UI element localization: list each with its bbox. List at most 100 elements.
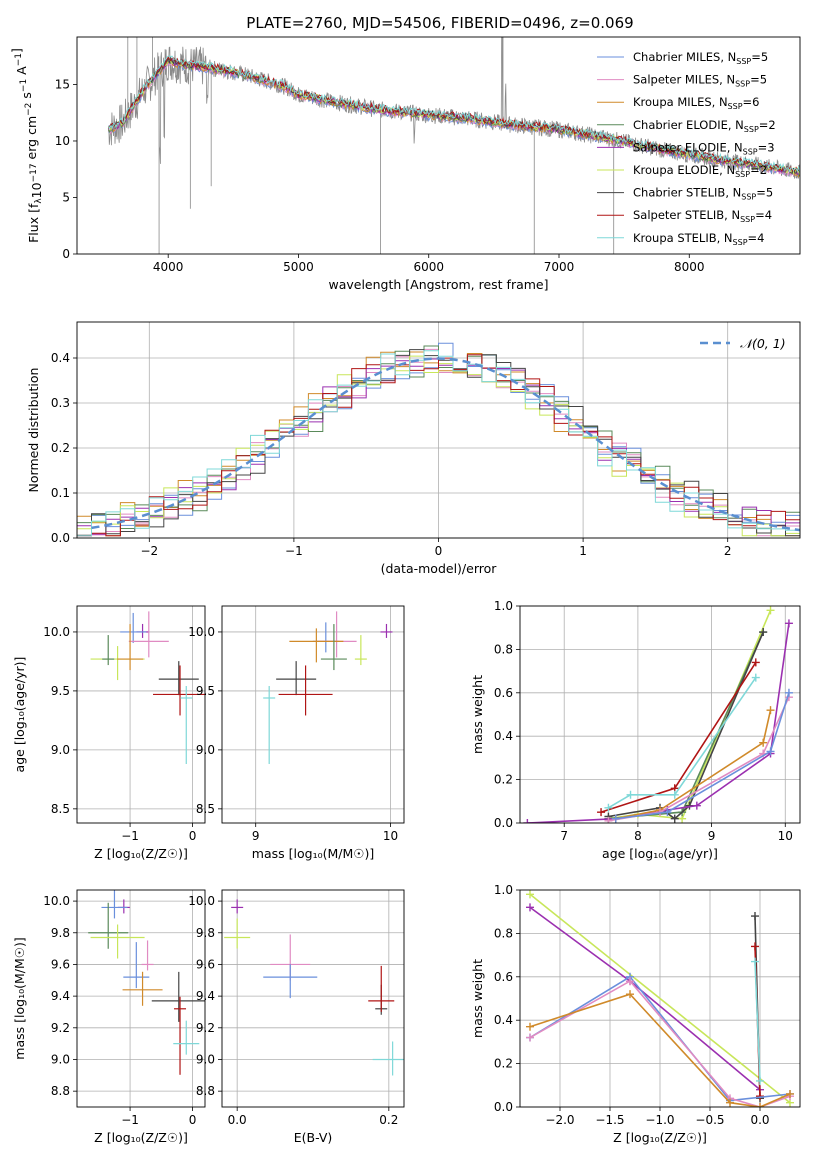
x-tick-label: 2 — [724, 544, 732, 558]
y-axis-label-part: −1 — [19, 79, 29, 92]
axes-frame — [76, 321, 801, 539]
legend-suffix: =6 — [743, 95, 760, 109]
series-line-2 — [608, 631, 764, 820]
y-tick-label: 10.0 — [188, 625, 215, 639]
hist-lines — [77, 342, 800, 537]
y-tick-label: 0.8 — [494, 926, 513, 940]
x-tick-label: 4000 — [153, 260, 184, 274]
axes-age_vs_Z: −1 0 8.5 9.0 9.5 10.0 Z [log₁₀(Z/Z☉)] age [log₁… — [12, 605, 206, 861]
x-tick-label: 0 — [435, 544, 443, 558]
legend-entry: Salpeter MILES, NSSP=5 — [633, 73, 767, 89]
legend-label: Salpeter ELODIE, N — [633, 140, 743, 154]
axes-mass_vs_Z: −1 0 8.8 9.0 9.2 9.4 9.6 9.8 10.0 Z [log₁₀(Z/Z☉)]… — [12, 889, 206, 1145]
legend-label: Kroupa ELODIE, N — [633, 163, 735, 177]
y-tick-label: 0.1 — [51, 486, 70, 500]
series-marker — [597, 808, 606, 817]
y-axis-label-part: erg cm — [24, 116, 39, 164]
x-tick-label: −1.5 — [595, 1113, 624, 1127]
series-marker — [526, 903, 534, 912]
x-tick-label: 0.0 — [228, 1113, 247, 1127]
y-tick-label: 0.6 — [494, 970, 513, 984]
series-line-0 — [529, 893, 791, 1104]
y-tick-label: 0.4 — [51, 351, 70, 365]
axes-frame — [76, 36, 801, 255]
series-line-5 — [607, 677, 757, 809]
y-tick-label: 9.4 — [196, 989, 215, 1003]
axes-frame — [76, 605, 206, 824]
x-axis-label: Z [log₁₀(Z/Z☉)] — [94, 1130, 188, 1145]
series-marker — [604, 803, 613, 812]
y-tick-label: 0.4 — [494, 1013, 513, 1027]
y-tick-label: 10.0 — [43, 894, 70, 908]
figure-title: PLATE=2760, MJD=54506, FIBERID=0496, z=0… — [246, 14, 633, 32]
y-tick-label: 9.8 — [196, 926, 215, 940]
series-marker — [759, 738, 768, 747]
series-marker — [766, 706, 775, 715]
series-marker — [766, 747, 775, 756]
y-tick-label: 0.2 — [51, 441, 70, 455]
legend-sub: SSP — [735, 170, 750, 179]
series-marker — [626, 990, 634, 999]
series-marker — [766, 606, 775, 615]
axes-frame — [519, 605, 801, 824]
y-tick-label: 10.0 — [43, 625, 70, 639]
y-axis-label: mass weight — [470, 959, 485, 1038]
series-marker — [756, 1103, 764, 1107]
legend-label: Chabrier ELODIE, N — [633, 118, 744, 132]
legend-entry: Chabrier ELODIE, NSSP=2 — [633, 118, 776, 134]
y-tick-label: 8.8 — [196, 1084, 215, 1098]
series-marker — [751, 942, 759, 951]
legend-suffix: =4 — [755, 208, 772, 222]
x-tick-label: 5000 — [283, 260, 314, 274]
y-tick-label: 9.0 — [51, 1052, 70, 1066]
series-marker — [784, 688, 793, 697]
x-axis-label: Z [log₁₀(Z/Z☉)] — [613, 1130, 707, 1145]
x-axis-label: mass [log₁₀(M/M☉)] — [252, 846, 374, 861]
legend-sub: SSP — [741, 193, 756, 202]
legend-label: Kroupa MILES, N — [633, 95, 728, 109]
y-tick-label: 0.0 — [494, 816, 513, 830]
legend-entry: Kroupa MILES, NSSP=6 — [633, 95, 759, 111]
x-tick-label: 8 — [634, 829, 642, 843]
legend-sub: SSP — [733, 238, 748, 247]
x-tick-label: 0.0 — [750, 1113, 769, 1127]
y-tick-label: 0.3 — [51, 396, 70, 410]
series-marker — [756, 1092, 764, 1101]
x-tick-label: 10 — [778, 829, 793, 843]
axes-frame — [221, 605, 405, 824]
axes-spectrum: 4000 5000 6000 7000 8000 0 5 10 15 wavelength [An… — [9, 36, 801, 292]
x-tick-label: 1 — [579, 544, 587, 558]
y-axis-label: Normed distribution — [26, 368, 41, 493]
y-tick-label: 9.8 — [51, 926, 70, 940]
series-line-1 — [608, 631, 764, 820]
series-marker — [751, 658, 760, 667]
y-tick-label: 9.6 — [196, 957, 215, 971]
y-axis-label-part: −1 — [14, 53, 24, 66]
y-axis-label-part: λ — [34, 198, 44, 204]
series-marker — [751, 957, 759, 966]
legend-sub: SSP — [740, 215, 755, 224]
points-massebv — [224, 899, 404, 1076]
x-axis-label: E(B-V) — [294, 1130, 333, 1145]
y-axis-label-part: Flux [f — [26, 203, 41, 243]
y-axis-label: mass weight — [470, 675, 485, 754]
series-marker — [756, 1076, 764, 1085]
series-marker — [663, 808, 672, 817]
series-line-6 — [615, 710, 772, 820]
y-tick-label: 15 — [55, 77, 70, 91]
y-tick-label: 9.0 — [196, 743, 215, 757]
x-tick-label: −0.5 — [695, 1113, 724, 1127]
series-marker — [523, 819, 532, 823]
y-tick-label: 0.2 — [494, 1057, 513, 1071]
y-tick-label: 0.4 — [494, 729, 513, 743]
legend-entry: Chabrier MILES, NSSP=5 — [633, 50, 768, 66]
series-marker — [751, 673, 760, 682]
y-tick-label: 9.2 — [196, 1021, 215, 1035]
y-axis-label: age [log₁₀(age/yr)] — [12, 657, 27, 773]
legend-suffix: =2 — [759, 118, 776, 132]
legend-sub: SSP — [735, 80, 750, 89]
series-marker — [626, 790, 635, 799]
y-tick-label: 0 — [62, 247, 70, 261]
